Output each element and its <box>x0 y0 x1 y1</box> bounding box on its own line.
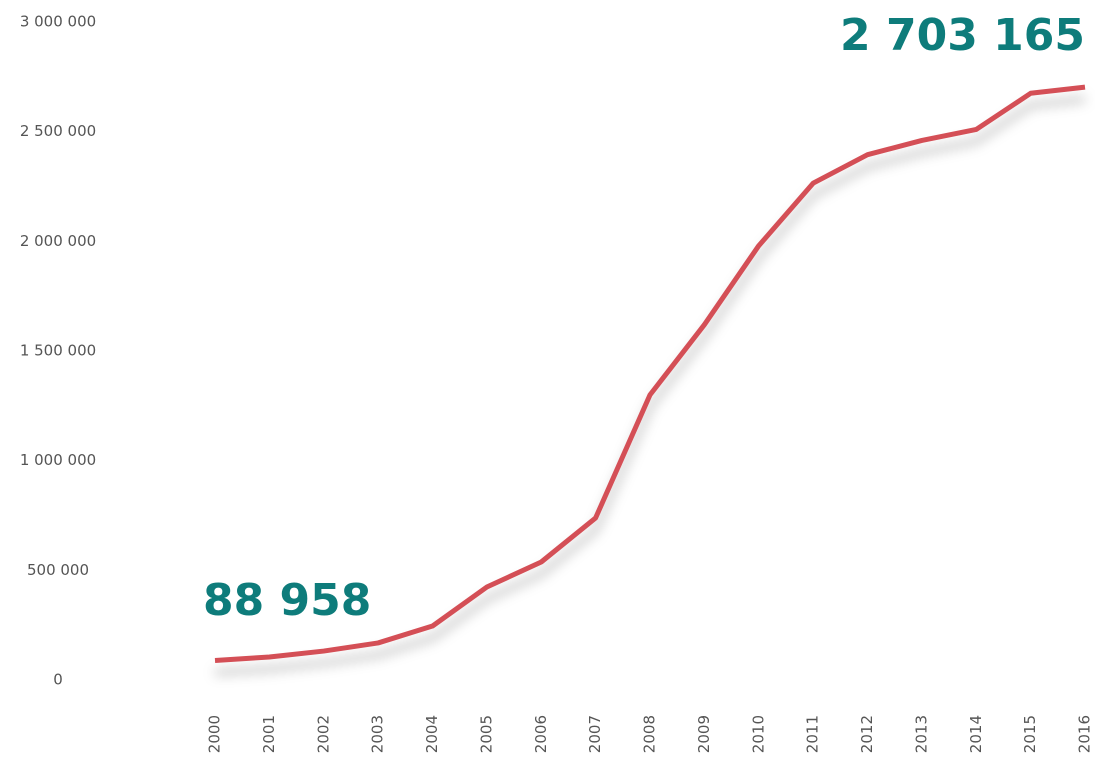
start-annotation: 88 958 <box>203 575 371 626</box>
x-tick-label: 2003 <box>369 715 387 753</box>
x-tick-label: 2016 <box>1076 715 1094 753</box>
x-tick-label: 2013 <box>912 715 930 753</box>
x-tick-label: 2015 <box>1021 715 1039 753</box>
x-tick-label: 2012 <box>858 715 876 753</box>
y-tick-label: 1 500 000 <box>20 342 96 360</box>
x-tick-label: 2000 <box>206 715 224 753</box>
x-tick-label: 2001 <box>260 715 278 753</box>
y-tick-label: 2 500 000 <box>20 122 96 140</box>
y-tick-label: 2 000 000 <box>20 232 96 250</box>
y-tick-label: 1 000 000 <box>20 451 96 469</box>
x-tick-label: 2007 <box>586 715 604 753</box>
x-tick-label: 2006 <box>532 715 550 753</box>
x-tick-label: 2004 <box>423 715 441 753</box>
y-tick-label: 0 <box>53 671 63 689</box>
y-tick-label: 3 000 000 <box>20 13 96 31</box>
x-tick-label: 2008 <box>641 715 659 753</box>
y-tick-label: 500 000 <box>27 561 89 579</box>
x-tick-label: 2011 <box>804 715 822 753</box>
x-tick-label: 2002 <box>314 715 332 753</box>
line <box>214 84 1086 663</box>
x-tick-label: 2010 <box>749 715 767 753</box>
x-tick-label: 2005 <box>477 715 495 753</box>
x-tick-label: 2009 <box>695 715 713 753</box>
end-annotation: 2 703 165 <box>840 10 1085 61</box>
x-tick-label: 2014 <box>967 715 985 753</box>
